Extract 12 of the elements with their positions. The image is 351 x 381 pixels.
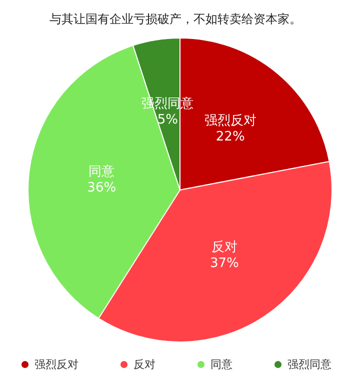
legend-label: 强烈反对: [34, 358, 78, 371]
data-label: 5%: [157, 112, 178, 128]
data-label: 36%: [87, 180, 116, 196]
data-label: 37%: [210, 256, 239, 271]
slice-label: 强烈反对: [204, 114, 256, 129]
legend-label: 强烈同意: [288, 358, 332, 371]
slice-label: 反对: [211, 240, 238, 255]
chart-title: 与其让国有企业亏损破产，不如转卖给资本家。: [50, 12, 302, 26]
legend-label: 同意: [210, 358, 232, 371]
legend-label: 反对: [134, 358, 156, 371]
slice-label: 同意: [88, 164, 115, 180]
data-label: 22%: [216, 130, 245, 145]
